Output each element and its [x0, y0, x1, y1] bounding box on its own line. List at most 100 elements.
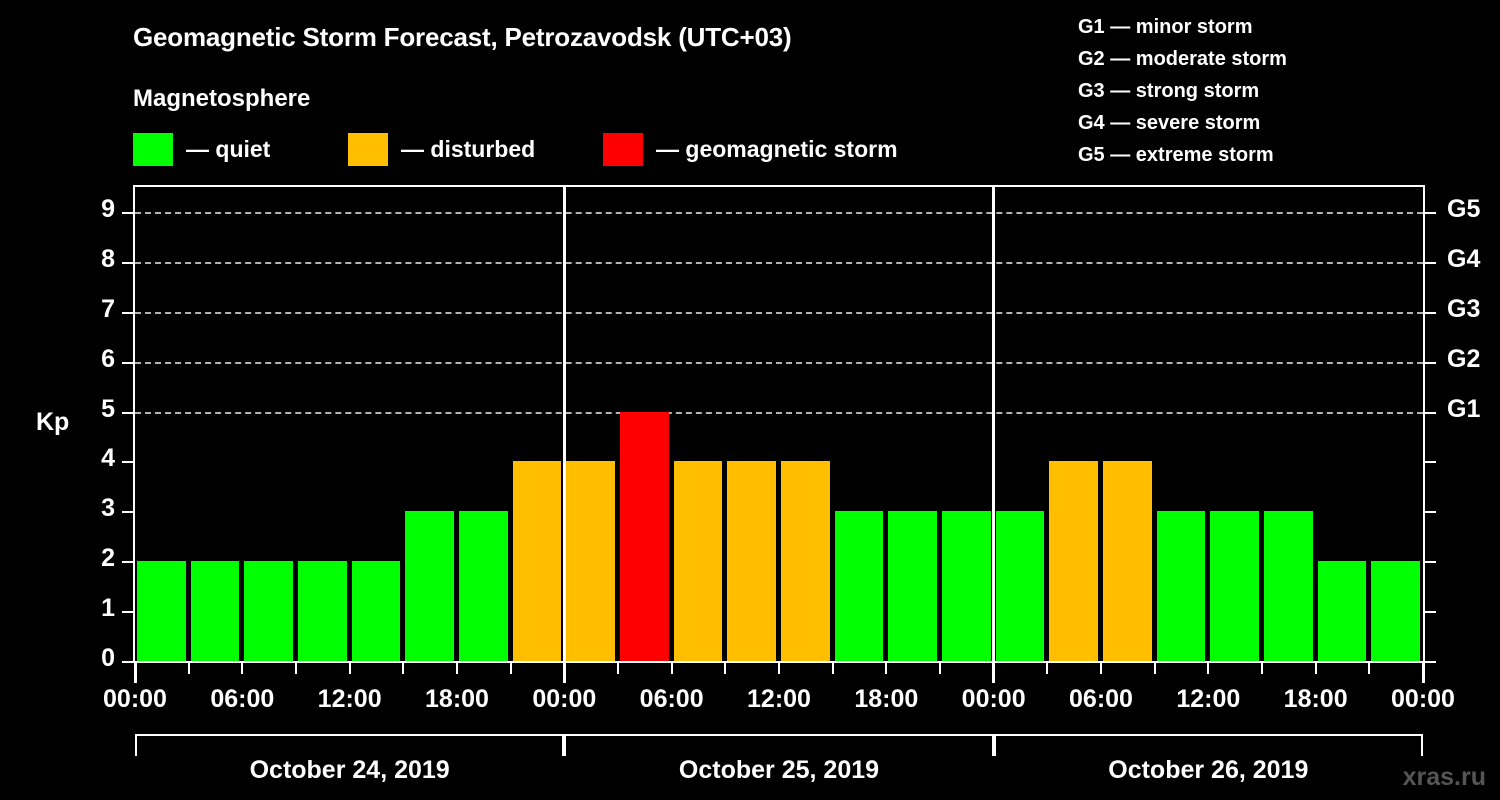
chart-subtitle: Magnetosphere [133, 85, 311, 112]
x-tick [1261, 663, 1263, 674]
date-label: October 26, 2019 [1108, 756, 1309, 784]
y-axis-title: Kp [36, 408, 70, 436]
gridline [135, 261, 1423, 264]
g-axis-tick [1425, 411, 1436, 414]
page-title: Geomagnetic Storm Forecast, Petrozavodsk… [133, 22, 792, 52]
y-tick [122, 361, 133, 364]
y-tick [122, 261, 133, 264]
green-swatch [133, 132, 173, 166]
x-tick [402, 663, 405, 674]
day-separator [562, 187, 566, 661]
x-tick [187, 663, 190, 674]
x-tick [778, 663, 780, 674]
x-tick-label: 12:00 [1176, 685, 1241, 713]
gridline [135, 311, 1423, 314]
x-tick-label: 12:00 [317, 685, 382, 713]
g-scale-row: G5 — extreme storm [1078, 144, 1274, 166]
date-bracket [993, 734, 1423, 756]
kp-bar [942, 511, 991, 661]
x-tick [670, 663, 673, 674]
kp-bar [405, 511, 454, 661]
x-tick-label: 00:00 [961, 685, 1026, 713]
x-tick-label: 18:00 [1283, 685, 1348, 713]
x-tick [1368, 663, 1371, 674]
y-tick [122, 561, 133, 564]
kp-bar [1210, 511, 1259, 661]
orange-swatch [348, 132, 388, 166]
legend-item: — quiet [133, 131, 270, 167]
kp-bar [727, 461, 776, 661]
gridline [135, 361, 1423, 364]
kp-bar [1156, 511, 1206, 661]
kp-bar [1264, 511, 1313, 661]
kp-bar [888, 511, 937, 661]
g-axis-tick [1425, 261, 1436, 264]
kp-bar [673, 461, 723, 661]
x-tick-label: 12:00 [747, 685, 811, 713]
g-scale-row: G4 — severe storm [1078, 112, 1261, 134]
kp-bar [781, 461, 830, 661]
watermark: xras.ru [1402, 763, 1486, 791]
g-axis-label: G5 [1447, 194, 1481, 223]
date-bracket [135, 734, 565, 756]
y-tick-label: 6 [101, 344, 115, 373]
g-axis-tick [1425, 361, 1436, 364]
g-axis-tick [1425, 611, 1436, 614]
x-tick [1100, 663, 1102, 674]
y-tick-label: 3 [101, 494, 115, 523]
x-day-tick [133, 663, 137, 683]
y-tick-label: 9 [101, 194, 115, 223]
y-tick-label: 5 [101, 394, 115, 423]
x-tick [724, 663, 727, 674]
g-axis-label: G3 [1447, 294, 1481, 323]
y-tick-label: 4 [101, 444, 115, 473]
g-axis-tick [1425, 511, 1436, 514]
y-tick [122, 461, 133, 464]
x-tick-label: 06:00 [1069, 685, 1133, 713]
date-bracket [564, 734, 994, 756]
x-day-tick [562, 663, 566, 683]
kp-bar [459, 511, 508, 661]
date-label: October 24, 2019 [249, 756, 450, 784]
y-tick [122, 611, 133, 614]
x-tick-label: 06:00 [210, 685, 275, 713]
kp-bar [1103, 461, 1152, 661]
kp-bar [995, 511, 1045, 661]
g-scale-row: G1 — minor storm [1078, 16, 1253, 38]
kp-bar [244, 561, 293, 661]
y-tick [122, 411, 133, 414]
x-day-tick [992, 663, 996, 683]
x-tick [295, 663, 297, 674]
y-tick-label: 2 [101, 544, 115, 573]
y-tick [122, 511, 133, 514]
g-scale-legend: G1 — minor storm G2 — moderate storm G3 — … [1078, 11, 1287, 171]
y-tick [122, 311, 133, 314]
x-tick-label: 18:00 [854, 685, 919, 713]
x-tick [939, 663, 941, 674]
kp-bar [351, 561, 401, 661]
kp-bar [566, 461, 615, 661]
kp-bar [1317, 561, 1367, 661]
kp-bar [1371, 561, 1420, 661]
g-axis-tick [1425, 661, 1436, 663]
x-tick-label: 18:00 [425, 685, 489, 713]
kp-bar [137, 561, 186, 661]
g-scale-row: G2 — moderate storm [1078, 48, 1287, 70]
plot-area [133, 185, 1425, 663]
g-axis-tick [1425, 211, 1436, 214]
x-tick-label: 00:00 [1391, 685, 1455, 713]
g-axis-tick [1425, 561, 1436, 564]
kp-bar [298, 561, 347, 661]
x-tick-label: 00:00 [532, 685, 597, 713]
x-tick [241, 663, 244, 674]
legend-label: — disturbed [401, 135, 536, 162]
x-tick [509, 663, 512, 674]
g-axis-label: G1 [1447, 394, 1481, 423]
x-tick [885, 663, 888, 674]
y-tick-label: 7 [101, 294, 115, 323]
date-label: October 25, 2019 [678, 756, 880, 784]
legend-label: — geomagnetic storm [656, 135, 898, 162]
red-swatch [603, 132, 643, 166]
kp-bar [512, 461, 562, 661]
kp-bar [834, 511, 884, 661]
